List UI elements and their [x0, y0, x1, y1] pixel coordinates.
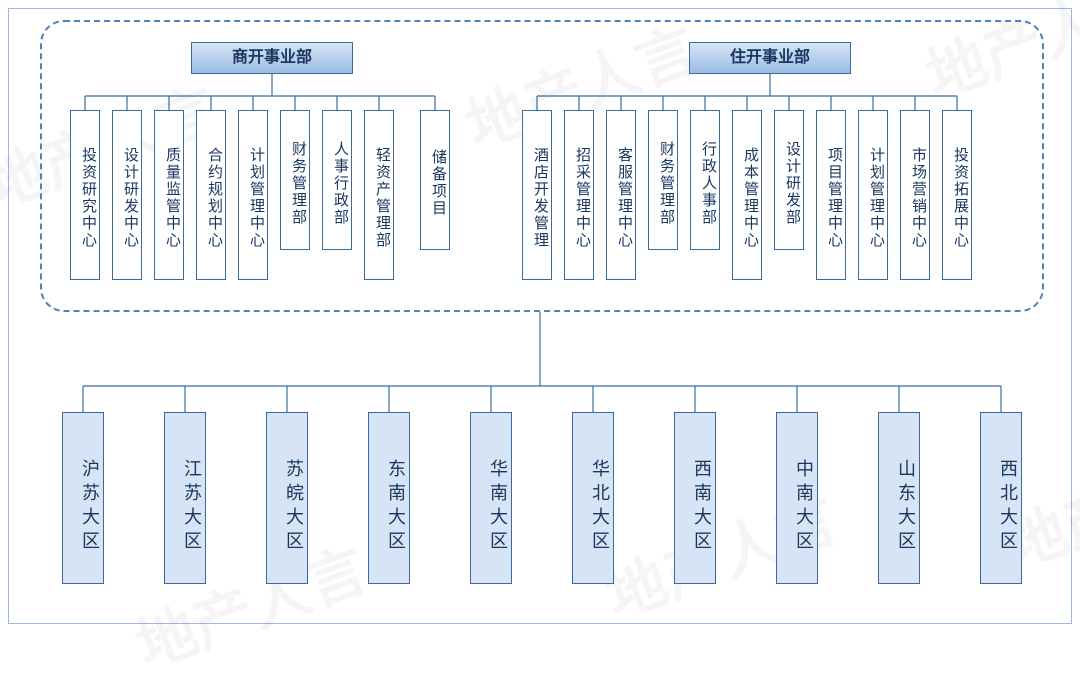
dept-box: 酒店开发管理	[522, 110, 552, 280]
dept-box: 计划管理中心	[858, 110, 888, 280]
region-box: 沪苏大区	[62, 412, 104, 584]
dept-box: 合约规划中心	[196, 110, 226, 280]
division-header-commercial: 商开事业部	[191, 42, 353, 74]
division-header-residential: 住开事业部	[689, 42, 851, 74]
dept-box: 计划管理中心	[238, 110, 268, 280]
dept-box: 招采管理中心	[564, 110, 594, 280]
region-box: 华北大区	[572, 412, 614, 584]
region-box: 西南大区	[674, 412, 716, 584]
region-box: 东南大区	[368, 412, 410, 584]
region-box: 江苏大区	[164, 412, 206, 584]
dept-box: 项目管理中心	[816, 110, 846, 280]
region-box: 苏皖大区	[266, 412, 308, 584]
dept-box: 储备项目	[420, 110, 450, 250]
dept-box: 客服管理中心	[606, 110, 636, 280]
region-box: 西北大区	[980, 412, 1022, 584]
dept-box: 轻资产管理部	[364, 110, 394, 280]
region-box: 华南大区	[470, 412, 512, 584]
dept-box: 成本管理中心	[732, 110, 762, 280]
dept-box: 投资拓展中心	[942, 110, 972, 280]
dept-box: 人事行政部	[322, 110, 352, 250]
dept-box: 设计研发中心	[112, 110, 142, 280]
dept-box: 财务管理部	[648, 110, 678, 250]
dept-box: 财务管理部	[280, 110, 310, 250]
dept-box: 市场营销中心	[900, 110, 930, 280]
region-box: 中南大区	[776, 412, 818, 584]
dept-box: 行政人事部	[690, 110, 720, 250]
dept-box: 设计研发部	[774, 110, 804, 250]
dept-box: 投资研究中心	[70, 110, 100, 280]
dept-box: 质量监管中心	[154, 110, 184, 280]
region-box: 山东大区	[878, 412, 920, 584]
